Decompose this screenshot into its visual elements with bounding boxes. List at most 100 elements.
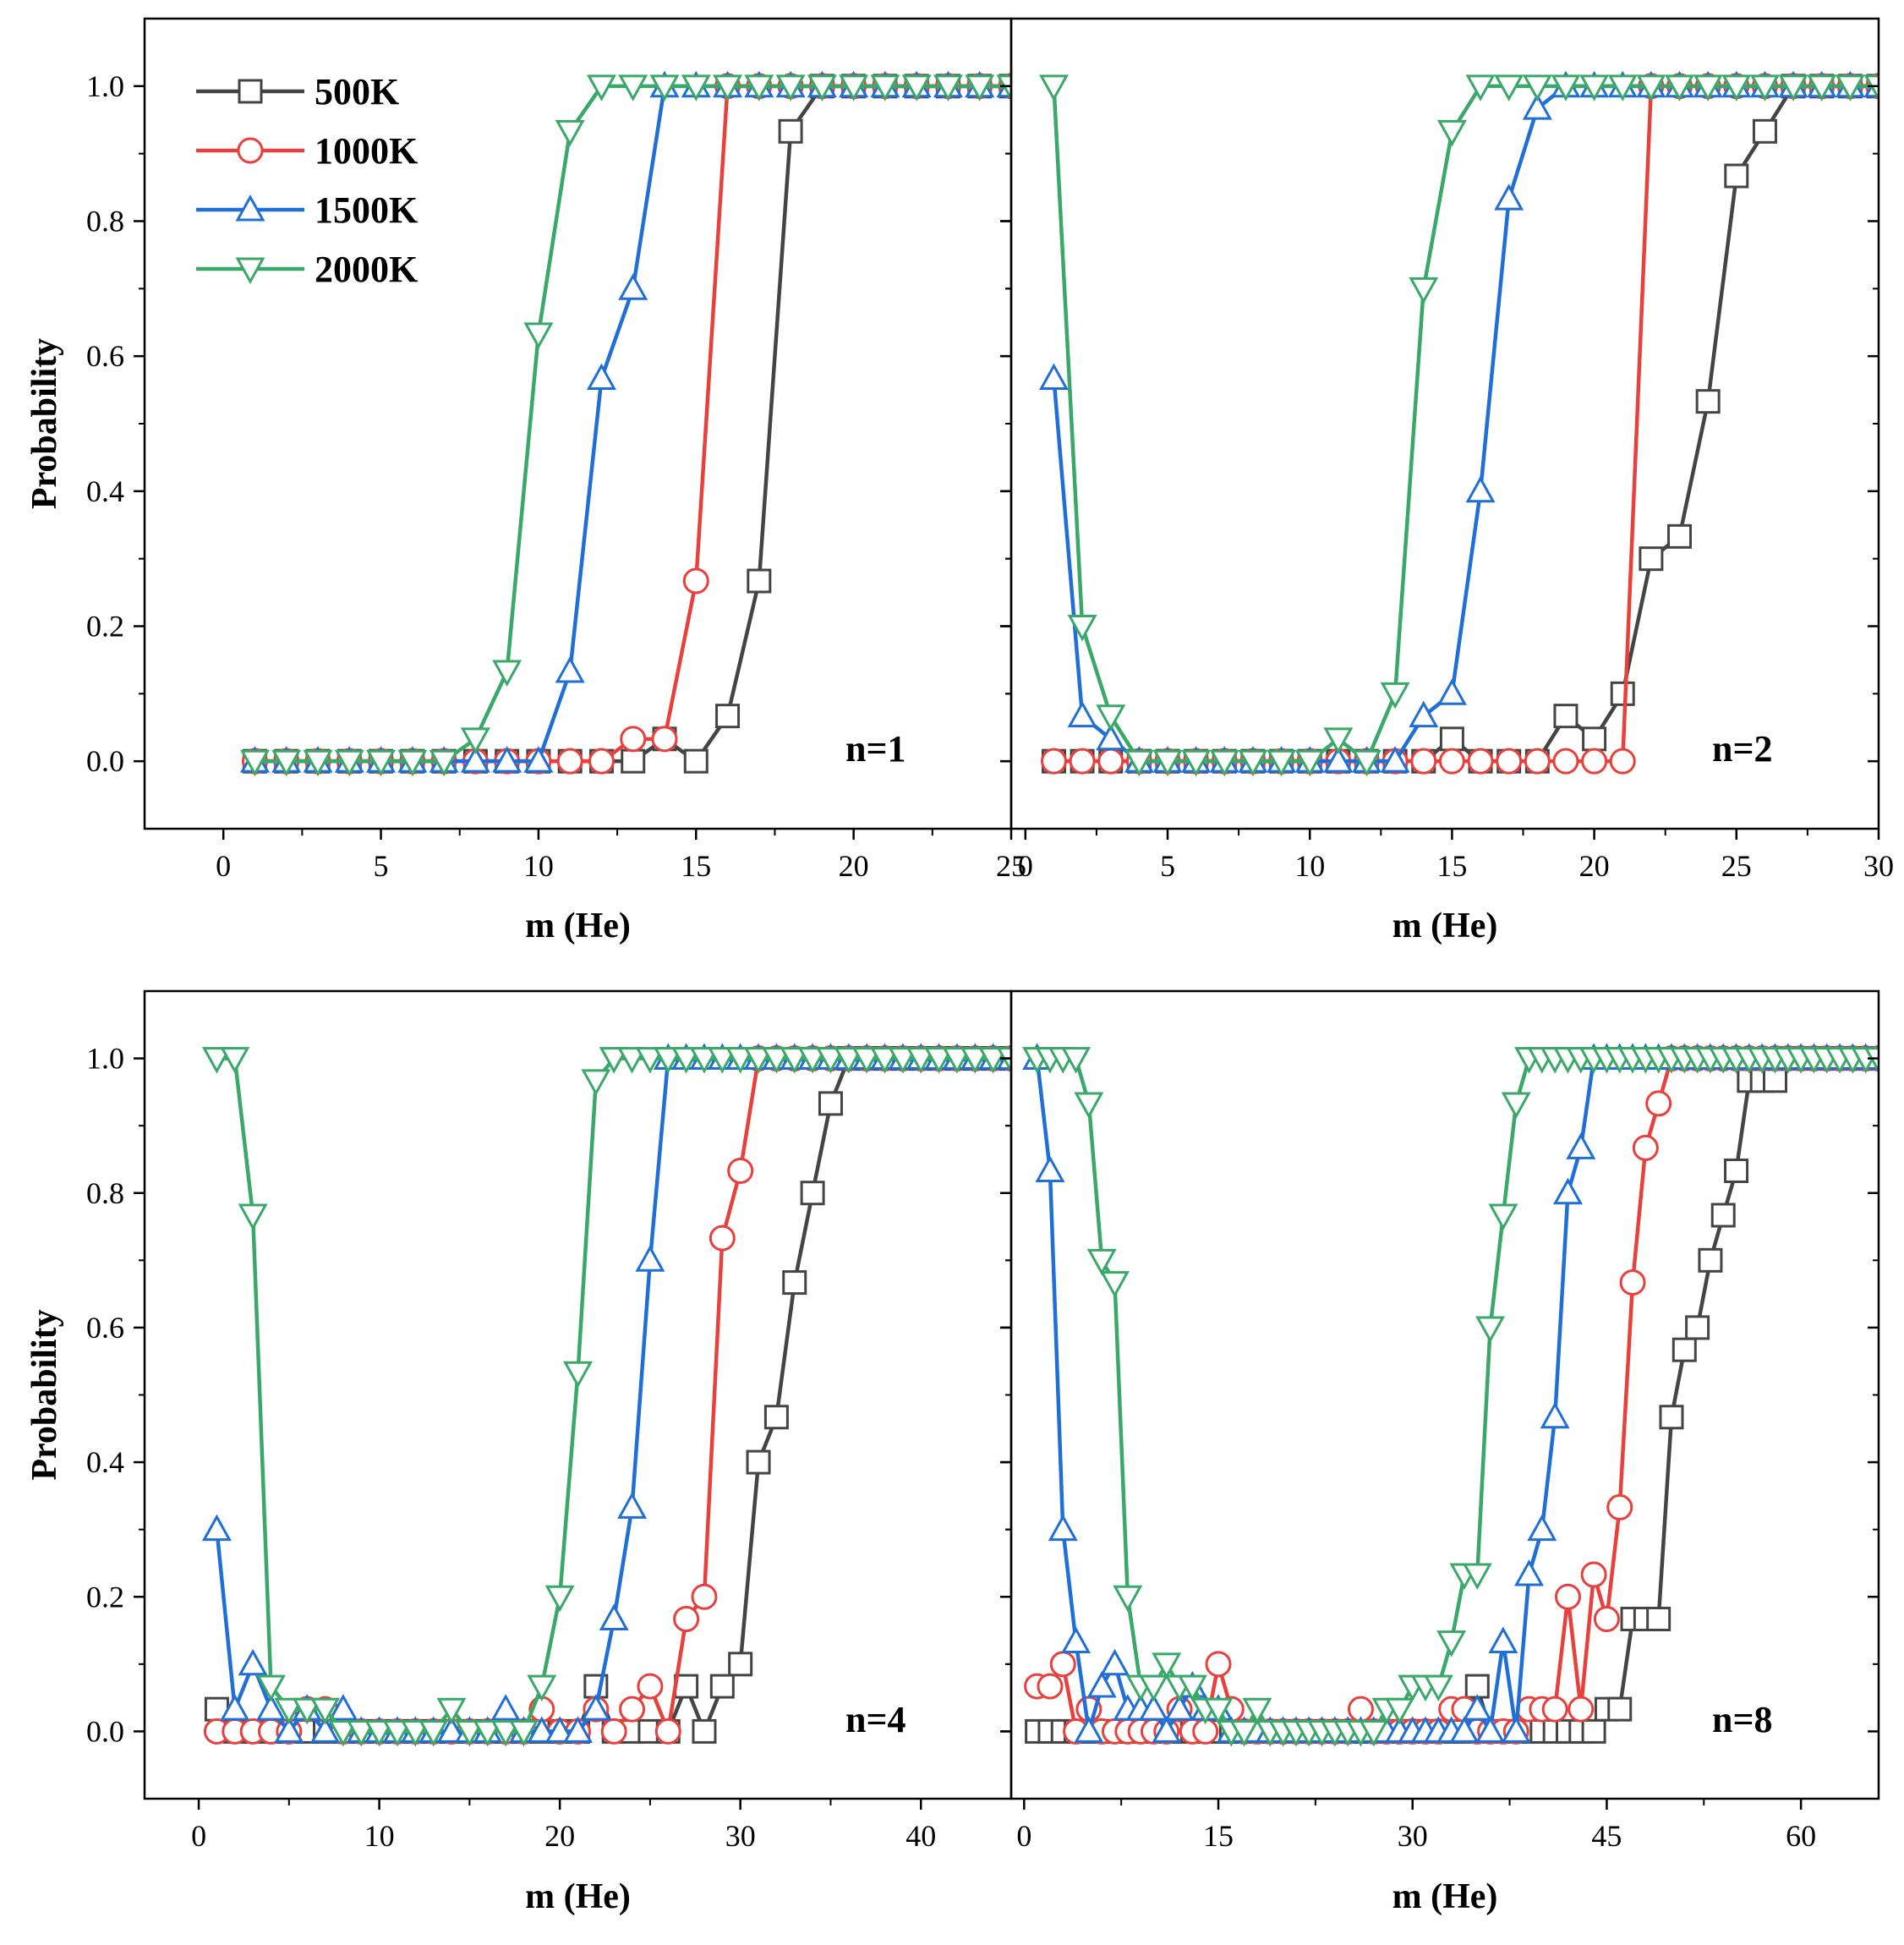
data-point-2000K	[978, 1047, 1009, 1074]
data-point-2000K	[255, 1674, 286, 1702]
data-point-2000K	[1665, 74, 1695, 101]
data-point-1000K	[1069, 748, 1096, 775]
data-point-1000K	[1609, 748, 1636, 775]
data-point-1500K	[201, 1514, 232, 1542]
data-point-2000K	[1038, 74, 1069, 101]
data-point-2000K	[1061, 1047, 1092, 1074]
data-point-2000K	[1721, 74, 1752, 101]
data-point-1500K	[527, 1716, 557, 1743]
data-point-1500K	[220, 1694, 250, 1721]
data-point-2000K	[527, 1674, 557, 1702]
data-point-2000K	[815, 1047, 845, 1074]
series-group	[1022, 1043, 1879, 1747]
data-point-2000K	[1380, 682, 1410, 710]
data-point-500K	[1582, 726, 1607, 752]
plot-frame	[1009, 17, 1880, 830]
x-tick-label: 20	[544, 1819, 575, 1853]
data-point-2000K	[839, 74, 869, 101]
data-point-1000K	[637, 1673, 664, 1700]
series-group	[1038, 70, 1879, 777]
x-tick-label: 15	[1203, 1819, 1234, 1853]
data-point-500K	[204, 1696, 229, 1722]
data-point-2000K	[1181, 749, 1212, 777]
data-point-2000K	[1579, 74, 1610, 101]
x-axis-title: m (He)	[1392, 907, 1498, 945]
data-point-2000K	[707, 1047, 737, 1074]
panel-1: 0.0 0.2 0.4 0.6 0.8 1.0 0 5 10 15 20 25 m (He) Probab…	[25, 17, 1026, 945]
data-point-1000K	[619, 1696, 646, 1723]
data-point-1000K	[1097, 748, 1124, 775]
data-point-2000K	[942, 1047, 972, 1074]
data-point-500K	[1671, 1337, 1697, 1362]
y-tick-label: 0.6	[86, 339, 124, 373]
data-point-2000K	[851, 1047, 882, 1074]
legend-label-500K: 500K	[315, 71, 399, 112]
x-tick-label: 30	[1398, 1819, 1428, 1853]
data-point-2000K	[1409, 277, 1439, 304]
data-point-1500K	[1566, 1132, 1596, 1159]
series-line-2000K	[1037, 1056, 1879, 1734]
data-point-2000K	[239, 749, 270, 777]
legend-label-1500K: 1500K	[315, 189, 418, 231]
data-point-1000K	[1593, 1606, 1620, 1633]
data-point-1000K	[1552, 748, 1579, 775]
data-point-2000K	[905, 1047, 936, 1074]
data-point-2000K	[1177, 1674, 1207, 1702]
data-point-2000K	[618, 74, 648, 101]
data-point-1000K	[1496, 748, 1523, 775]
data-point-2000K	[996, 74, 1011, 101]
data-point-1500K	[1488, 1626, 1518, 1654]
data-point-2000K	[1152, 749, 1183, 777]
x-tick-label: 30	[1863, 849, 1894, 883]
data-point-1000K	[556, 748, 583, 775]
data-point-1000K	[1619, 1269, 1646, 1296]
data-point-500K	[1553, 704, 1578, 729]
data-point-2000K	[382, 1719, 413, 1747]
data-point-2000K	[933, 74, 963, 101]
data-point-1000K	[1410, 748, 1437, 775]
series-line-1500K	[254, 84, 1011, 764]
data-point-1000K	[1554, 1583, 1581, 1610]
data-point-2000K	[238, 1203, 268, 1231]
data-point-1000K	[1645, 1090, 1672, 1117]
data-point-1000K	[1632, 1134, 1659, 1161]
data-point-500K	[621, 748, 646, 774]
x-tick-label: 15	[1436, 849, 1467, 883]
x-tick-label: 40	[905, 1819, 936, 1853]
x-tick-label: 25	[996, 849, 1026, 883]
data-point-1500K	[1164, 1694, 1195, 1721]
data-point-1500K	[1409, 700, 1439, 728]
data-point-2000K	[1242, 1697, 1272, 1725]
data-point-2000K	[1100, 1271, 1130, 1298]
data-point-1000K	[1040, 748, 1067, 775]
data-point-2000K	[888, 1047, 918, 1074]
data-point-2000K	[1436, 119, 1467, 147]
data-point-500K	[818, 1091, 843, 1116]
data-point-1500K	[618, 273, 648, 300]
data-point-2000K	[334, 749, 364, 777]
data-point-1500K	[492, 746, 523, 773]
series-line-500K	[1053, 84, 1879, 764]
data-point-2000K	[1863, 1047, 1879, 1074]
data-point-1500K	[1380, 746, 1410, 773]
y-tick-label: 0.2	[86, 1580, 124, 1614]
data-point-2000K	[996, 1047, 1011, 1074]
data-point-2000K	[960, 1047, 990, 1074]
data-point-2000K	[1067, 615, 1097, 642]
data-point-2000K	[1074, 1092, 1104, 1119]
data-point-1000K	[1467, 748, 1494, 775]
y-axis-title: Probability	[25, 1309, 64, 1480]
data-point-2000K	[1807, 74, 1837, 101]
data-point-2000K	[490, 1719, 521, 1747]
data-point-2000K	[397, 749, 428, 777]
x-axis-title: m (He)	[1392, 1877, 1498, 1916]
data-point-500K	[800, 1181, 825, 1206]
y-tick-label: 0.0	[86, 744, 124, 778]
data-point-2000K	[599, 1047, 629, 1074]
data-point-2000K	[328, 1719, 358, 1747]
data-point-2000K	[1522, 74, 1552, 101]
data-point-2000K	[1203, 1697, 1234, 1725]
data-point-1000K	[651, 726, 678, 753]
data-point-500K	[692, 1718, 717, 1744]
